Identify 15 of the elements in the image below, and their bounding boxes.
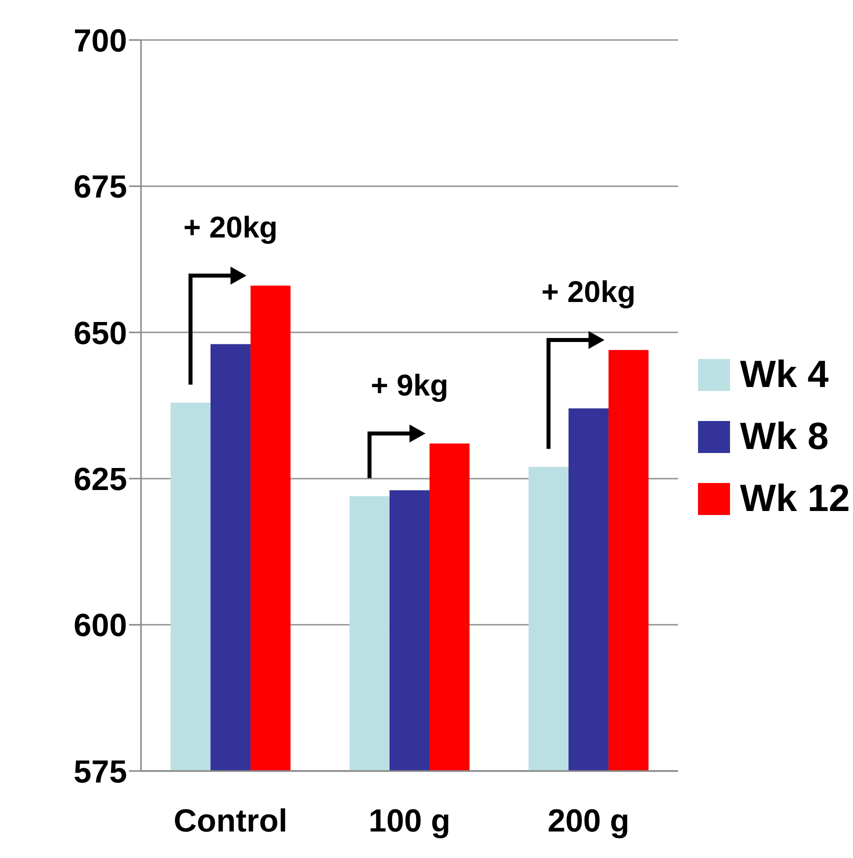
legend-label: Wk 8 — [740, 416, 829, 458]
legend-label: Wk 12 — [740, 478, 850, 520]
annotation: + 9kg — [370, 369, 448, 402]
y-tick-label: 700 — [74, 22, 127, 58]
legend-label: Wk 4 — [740, 354, 829, 396]
y-tick-label: 600 — [74, 607, 127, 644]
y-tick-label: 625 — [74, 460, 127, 497]
y-tick-label: 650 — [74, 314, 127, 351]
annotation: + 20kg — [541, 276, 636, 309]
x-tick-label: Control — [174, 802, 288, 839]
x-tick-label: 200 g — [548, 802, 630, 839]
annotation: + 20kg — [183, 212, 278, 245]
y-tick-label: 675 — [74, 168, 127, 205]
x-tick-label: 100 g — [368, 802, 450, 839]
y-tick-label: 575 — [74, 753, 127, 790]
